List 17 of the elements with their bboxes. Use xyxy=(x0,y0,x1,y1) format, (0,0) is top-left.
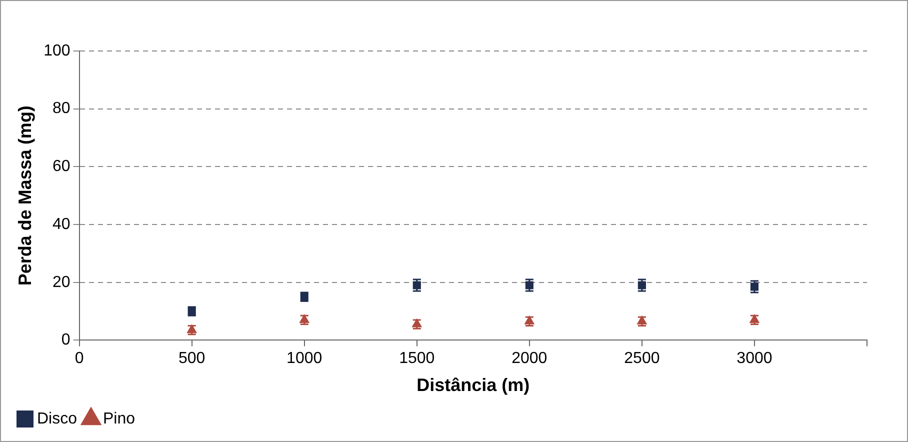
x-tick-label: 1000 xyxy=(286,350,322,368)
y-tick-label: 80 xyxy=(52,100,70,118)
y-tick-label: 0 xyxy=(61,332,70,349)
x-tick-label: 0 xyxy=(74,350,84,368)
legend-label: Pino xyxy=(103,410,136,428)
x-axis-title: Distância (m) xyxy=(416,375,530,396)
x-tick-label: 1500 xyxy=(399,350,435,368)
y-tick-label: 40 xyxy=(52,216,70,233)
legend-label: Disco xyxy=(37,410,78,428)
y-tick-label: 20 xyxy=(52,274,70,291)
y-axis-title: Perda de Massa (mg) xyxy=(14,106,35,286)
x-tick-label: 2500 xyxy=(624,350,660,368)
y-tick-label: 60 xyxy=(52,158,70,176)
y-tick-label: 100 xyxy=(44,42,70,60)
x-tick-label: 2000 xyxy=(512,350,548,368)
x-tick-label: 500 xyxy=(178,350,206,368)
x-tick-label: 3000 xyxy=(736,350,772,368)
